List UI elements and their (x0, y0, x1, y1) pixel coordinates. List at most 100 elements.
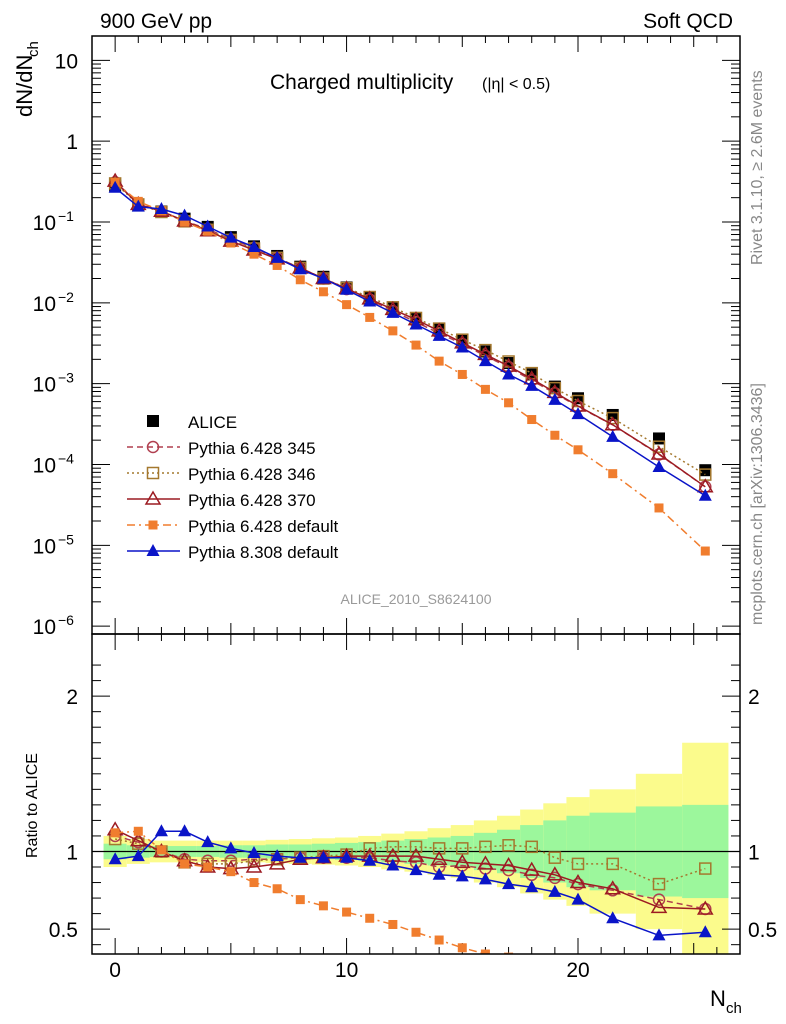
ratio-point-4-0 (108, 852, 122, 865)
ratio-point-3-5 (226, 867, 236, 877)
main-point-4-15 (457, 369, 467, 379)
legend-marker-1 (146, 440, 160, 454)
ratio-point-1-20 (571, 857, 585, 871)
chart-title: Charged multiplicity (270, 71, 454, 94)
main-point-5-0 (108, 180, 122, 193)
ratio-frame (91, 633, 741, 955)
ratio-point-2-1 (129, 832, 147, 847)
ratio-point-1-23 (699, 862, 712, 875)
ratio-point-2-21 (604, 880, 622, 895)
x-axis-label-subscript: ch (726, 1000, 742, 1017)
main-point-3-21 (604, 416, 622, 431)
ratio-point-1-16 (479, 840, 492, 854)
ratio-point-3-12 (388, 919, 398, 929)
ratio-point-3-11 (365, 913, 375, 923)
ratio-point-3-23 (701, 987, 710, 996)
ratio-point-0-22 (652, 893, 666, 906)
ratio-point-3-16 (480, 949, 490, 954)
y-tick-exponent: −2 (58, 289, 74, 305)
ratio-point-4-5 (224, 841, 238, 854)
side-label-bottom: mcplots.cern.ch [arXiv:1306.3436] (749, 383, 766, 625)
main-point-0-16 (479, 345, 492, 358)
ratio-point-4-4 (201, 835, 215, 848)
main-point-5-18 (525, 378, 539, 391)
ratio-point-3-22 (655, 981, 664, 990)
x-tick-label: 10 (335, 959, 358, 982)
main-point-5-19 (548, 392, 562, 405)
ratio-point-4-23 (698, 925, 712, 938)
legend-marker-2 (146, 466, 160, 480)
x-tick-label: 20 (566, 959, 589, 982)
ratio-y-tick-label-left: 1 (66, 841, 78, 864)
main-point-0-23 (699, 464, 712, 477)
ratio-point-3-21 (608, 973, 617, 982)
ratio-point-3-19 (550, 963, 559, 972)
main-point-2-17 (502, 355, 515, 368)
ratio-point-4-8 (293, 850, 307, 863)
main-point-4-20 (573, 445, 583, 455)
ratio-point-2-16 (477, 855, 494, 870)
main-point-5-4 (201, 219, 215, 232)
ratio-point-4-3 (178, 824, 192, 837)
main-point-0-17 (502, 357, 515, 370)
ratio-point-4-2 (154, 824, 168, 837)
y-tick-exponent: −1 (58, 208, 74, 224)
y-tick-label: 10 (33, 212, 56, 235)
ratio-point-1-22 (652, 877, 666, 891)
x-axis-label: N (710, 986, 726, 1011)
legend-marker-0 (147, 415, 159, 427)
ratio-point-3-13 (411, 927, 421, 937)
ratio-point-3-15 (457, 943, 467, 953)
ratio-series-group (106, 821, 714, 996)
main-point-4-8 (295, 275, 305, 285)
chart-title-subscript: (|η| < 0.5) (482, 76, 550, 93)
ratio-point-3-4 (203, 862, 213, 872)
main-point-4-14 (434, 356, 444, 366)
main-point-5-7 (270, 250, 284, 263)
legend-marker-5 (146, 544, 160, 556)
main-point-4-17 (504, 398, 514, 408)
legend-label-3: Pythia 6.428 370 (188, 491, 316, 510)
main-point-5-2 (154, 201, 168, 214)
y-tick-label: 10 (33, 454, 56, 477)
ratio-point-2-23 (696, 900, 714, 915)
main-point-5-21 (606, 429, 620, 442)
y-tick-label: 10 (33, 374, 56, 397)
y-axis-label-subscript: ch (25, 41, 42, 57)
main-point-2-22 (652, 440, 666, 453)
ratio-point-3-1 (133, 826, 143, 836)
legend-label-2: Pythia 6.428 346 (188, 465, 316, 484)
ratio-point-3-6 (249, 878, 259, 888)
ratio-point-4-6 (247, 846, 261, 859)
main-point-5-5 (224, 230, 238, 243)
y-tick-label: 10 (33, 293, 56, 316)
legend-label-0: ALICE (188, 413, 237, 432)
main-point-5-23 (698, 488, 712, 501)
main-series-group (106, 172, 714, 556)
ratio-point-1-12 (386, 840, 400, 854)
main-point-5-9 (316, 271, 330, 284)
legend-label-4: Pythia 6.428 default (188, 517, 339, 536)
ratio-y-axis-label: Ratio to ALICE (24, 753, 41, 858)
y-tick-exponent: −3 (58, 370, 74, 386)
main-point-5-22 (652, 460, 666, 473)
y-tick-exponent: −6 (58, 612, 74, 628)
ratio-point-2-22 (650, 898, 668, 914)
ratio-point-1-19 (548, 851, 562, 864)
ratio-point-3-0 (110, 828, 120, 838)
main-point-4-19 (550, 430, 560, 440)
main-point-5-14 (432, 328, 446, 341)
ratio-point-2-7 (268, 855, 286, 870)
main-point-5-8 (293, 262, 307, 275)
main-point-4-9 (318, 287, 328, 297)
main-point-4-18 (527, 415, 537, 425)
main-point-5-17 (502, 367, 516, 380)
y-tick-label: 1 (66, 131, 78, 154)
main-point-5-20 (571, 407, 585, 420)
ratio-point-4-7 (270, 849, 284, 862)
ratio-point-2-15 (453, 853, 471, 869)
ratio-point-4-13 (409, 863, 423, 876)
ratio-point-2-13 (407, 847, 425, 862)
ratio-point-3-10 (342, 907, 352, 917)
ratio-point-1-21 (606, 857, 619, 871)
